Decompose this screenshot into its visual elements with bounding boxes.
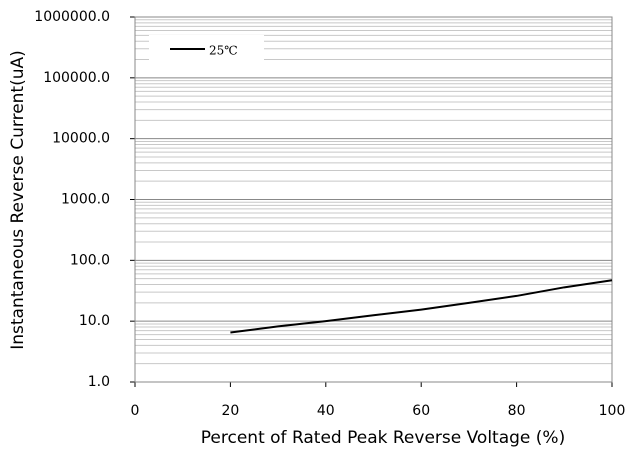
x-tick-label: 60 xyxy=(412,403,430,419)
x-tick-label: 40 xyxy=(317,403,335,419)
x-axis-label: Percent of Rated Peak Reverse Voltage (%… xyxy=(201,428,565,448)
y-axis-label: Instantaneous Reverse Current(uA) xyxy=(8,50,28,350)
legend-label: 25℃ xyxy=(209,44,238,58)
series-line xyxy=(230,279,613,334)
y-tick-label: 1000.0 xyxy=(61,192,110,208)
x-tick-label: 100 xyxy=(599,403,626,419)
y-tick-label: 1000000.0 xyxy=(34,9,110,25)
y-tick-label: 1.0 xyxy=(88,374,110,390)
y-tick-label: 10.0 xyxy=(79,313,110,329)
x-tick-label: 80 xyxy=(508,403,526,419)
plot-frame xyxy=(134,16,613,383)
y-tick-label: 100.0 xyxy=(70,252,110,268)
x-tick-label: 0 xyxy=(131,403,140,419)
x-tick-label: 20 xyxy=(221,403,239,419)
legend-box xyxy=(149,35,264,63)
y-tick-label: 100000.0 xyxy=(43,70,110,86)
y-tick-label: 10000.0 xyxy=(52,131,110,147)
